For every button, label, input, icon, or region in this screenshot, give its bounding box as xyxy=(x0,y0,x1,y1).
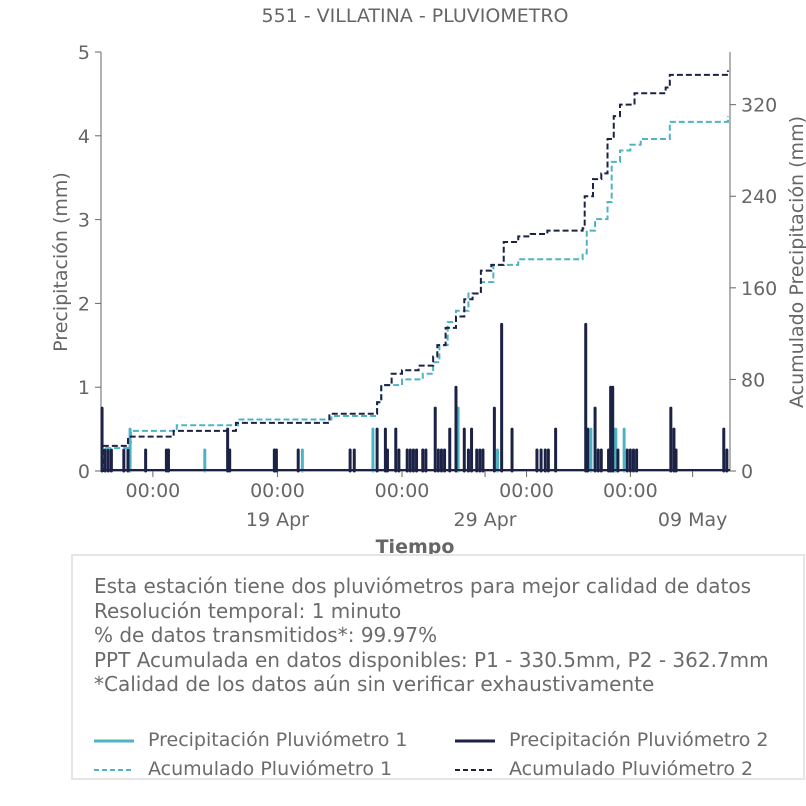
info-line-dual-gauge: Esta estación tiene dos pluviómetros par… xyxy=(94,574,752,598)
y-tick-label: 3 xyxy=(78,210,90,232)
info-text: Esta estación tiene dos pluviómetros par… xyxy=(94,574,769,697)
info-line-transmitted: % de datos transmitidos*: 99.97% xyxy=(94,623,438,647)
legend-swatch-dashed-navy xyxy=(455,769,495,771)
y2-tick-label: 240 xyxy=(741,186,777,208)
y-tick-label: 4 xyxy=(78,126,90,148)
x-tick-label: 00:00 xyxy=(250,480,305,502)
y-tick-label: 5 xyxy=(78,42,90,64)
x-tick-label: 00:00 xyxy=(126,480,181,502)
y2-tick-label: 80 xyxy=(741,369,765,391)
x-tick-label: 00:00 xyxy=(603,480,658,502)
cumulative-line-p1 xyxy=(101,116,729,472)
legend-swatch-solid-teal xyxy=(94,739,134,743)
x-tick-label: 00:00 xyxy=(499,480,554,502)
y2-tick-label: 320 xyxy=(741,95,777,117)
y-axis-label: Precipitación (mm) xyxy=(50,172,72,352)
x-tick-date-label: 29 Apr xyxy=(453,509,516,531)
legend-swatch-solid-navy xyxy=(455,739,495,743)
cumulative-line-p2 xyxy=(101,70,729,472)
info-line-resolution: Resolución temporal: 1 minuto xyxy=(94,598,402,623)
rainfall-chart: 551 - VILLATINA - PLUVIOMETRO 0 1 2 3 4 5 0 80 1… xyxy=(50,5,806,558)
y-tick-label: 0 xyxy=(78,461,90,483)
x-tick-date-label: 19 Apr xyxy=(246,509,309,531)
legend-swatch-dashed-teal xyxy=(94,769,134,771)
y2-tick-label: 0 xyxy=(741,461,753,483)
x-axis-label: Tiempo xyxy=(376,536,455,558)
y2-tick-label: 160 xyxy=(741,278,777,300)
info-panel: Esta estación tiene dos pluviómetros par… xyxy=(71,554,805,780)
y2-axis-label: Acumulado Precipitación (mm) xyxy=(786,116,806,408)
legend-label-p2: Precipitación Pluviómetro 2 xyxy=(509,729,769,751)
y-tick-label: 2 xyxy=(78,293,90,315)
legend: Precipitación Pluviómetro 1 Precipitació… xyxy=(92,729,792,789)
legend-label-p1: Precipitación Pluviómetro 1 xyxy=(148,729,408,751)
legend-label-a2: Acumulado Pluviómetro 2 xyxy=(509,758,754,780)
chart-title: 551 - VILLATINA - PLUVIOMETRO xyxy=(261,5,568,27)
info-line-accumulated: PPT Acumulada en datos disponibles: P1 -… xyxy=(94,647,769,672)
legend-label-a1: Acumulado Pluviómetro 1 xyxy=(148,758,393,780)
info-line-quality-note: *Calidad de los datos aún sin verificar … xyxy=(94,672,655,696)
y-tick-label: 1 xyxy=(78,377,90,399)
x-tick-label: 00:00 xyxy=(375,480,430,502)
x-tick-date-label: 09 May xyxy=(658,509,728,531)
